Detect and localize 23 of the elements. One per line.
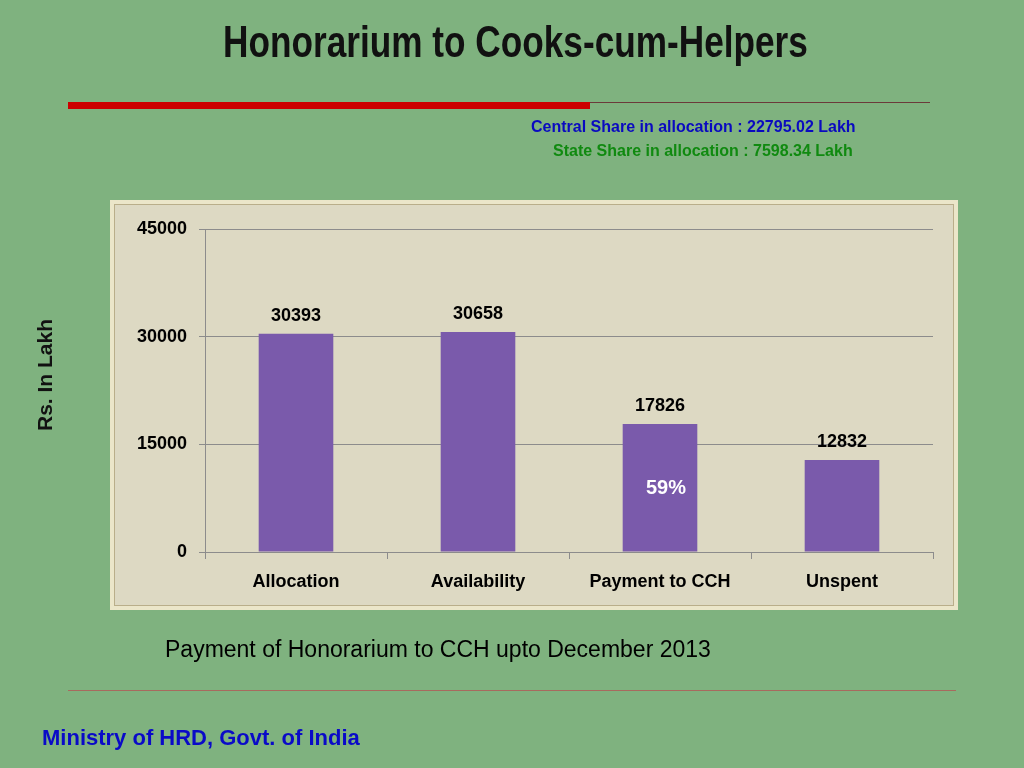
bar	[440, 331, 516, 552]
x-tick-label: Unspent	[806, 570, 879, 591]
chart-title: Honorarium to Cooks-cum-Helpers	[222, 16, 808, 68]
x-tick-label: Allocation	[252, 570, 340, 591]
text: Ministry of HRD, Govt. of India	[42, 725, 360, 752]
text: Central Share in allocation : 22795.02 Lakh	[531, 117, 856, 137]
data-label: 30658	[452, 302, 504, 323]
bar	[622, 424, 698, 552]
y-tick-label: 0	[176, 540, 187, 561]
bar	[804, 459, 880, 552]
x-tick-label: Payment to CCH	[589, 570, 731, 591]
data-label: 17826	[634, 395, 686, 416]
bar	[258, 333, 334, 552]
data-label: 30393	[270, 304, 322, 325]
y-tick-label: 45000	[136, 217, 187, 238]
annotation: 59%	[645, 475, 687, 499]
data-label: 12832	[816, 430, 868, 451]
text: Payment of Honorarium to CCH upto December 2013	[165, 636, 711, 664]
y-axis-title: Rs. In Lakh	[33, 318, 57, 432]
y-tick-label: 30000	[136, 325, 187, 346]
text: State Share in allocation : 7598.34 Lakh	[553, 141, 853, 161]
y-tick-label: 15000	[136, 433, 187, 454]
x-tick-label: Availability	[430, 570, 526, 591]
